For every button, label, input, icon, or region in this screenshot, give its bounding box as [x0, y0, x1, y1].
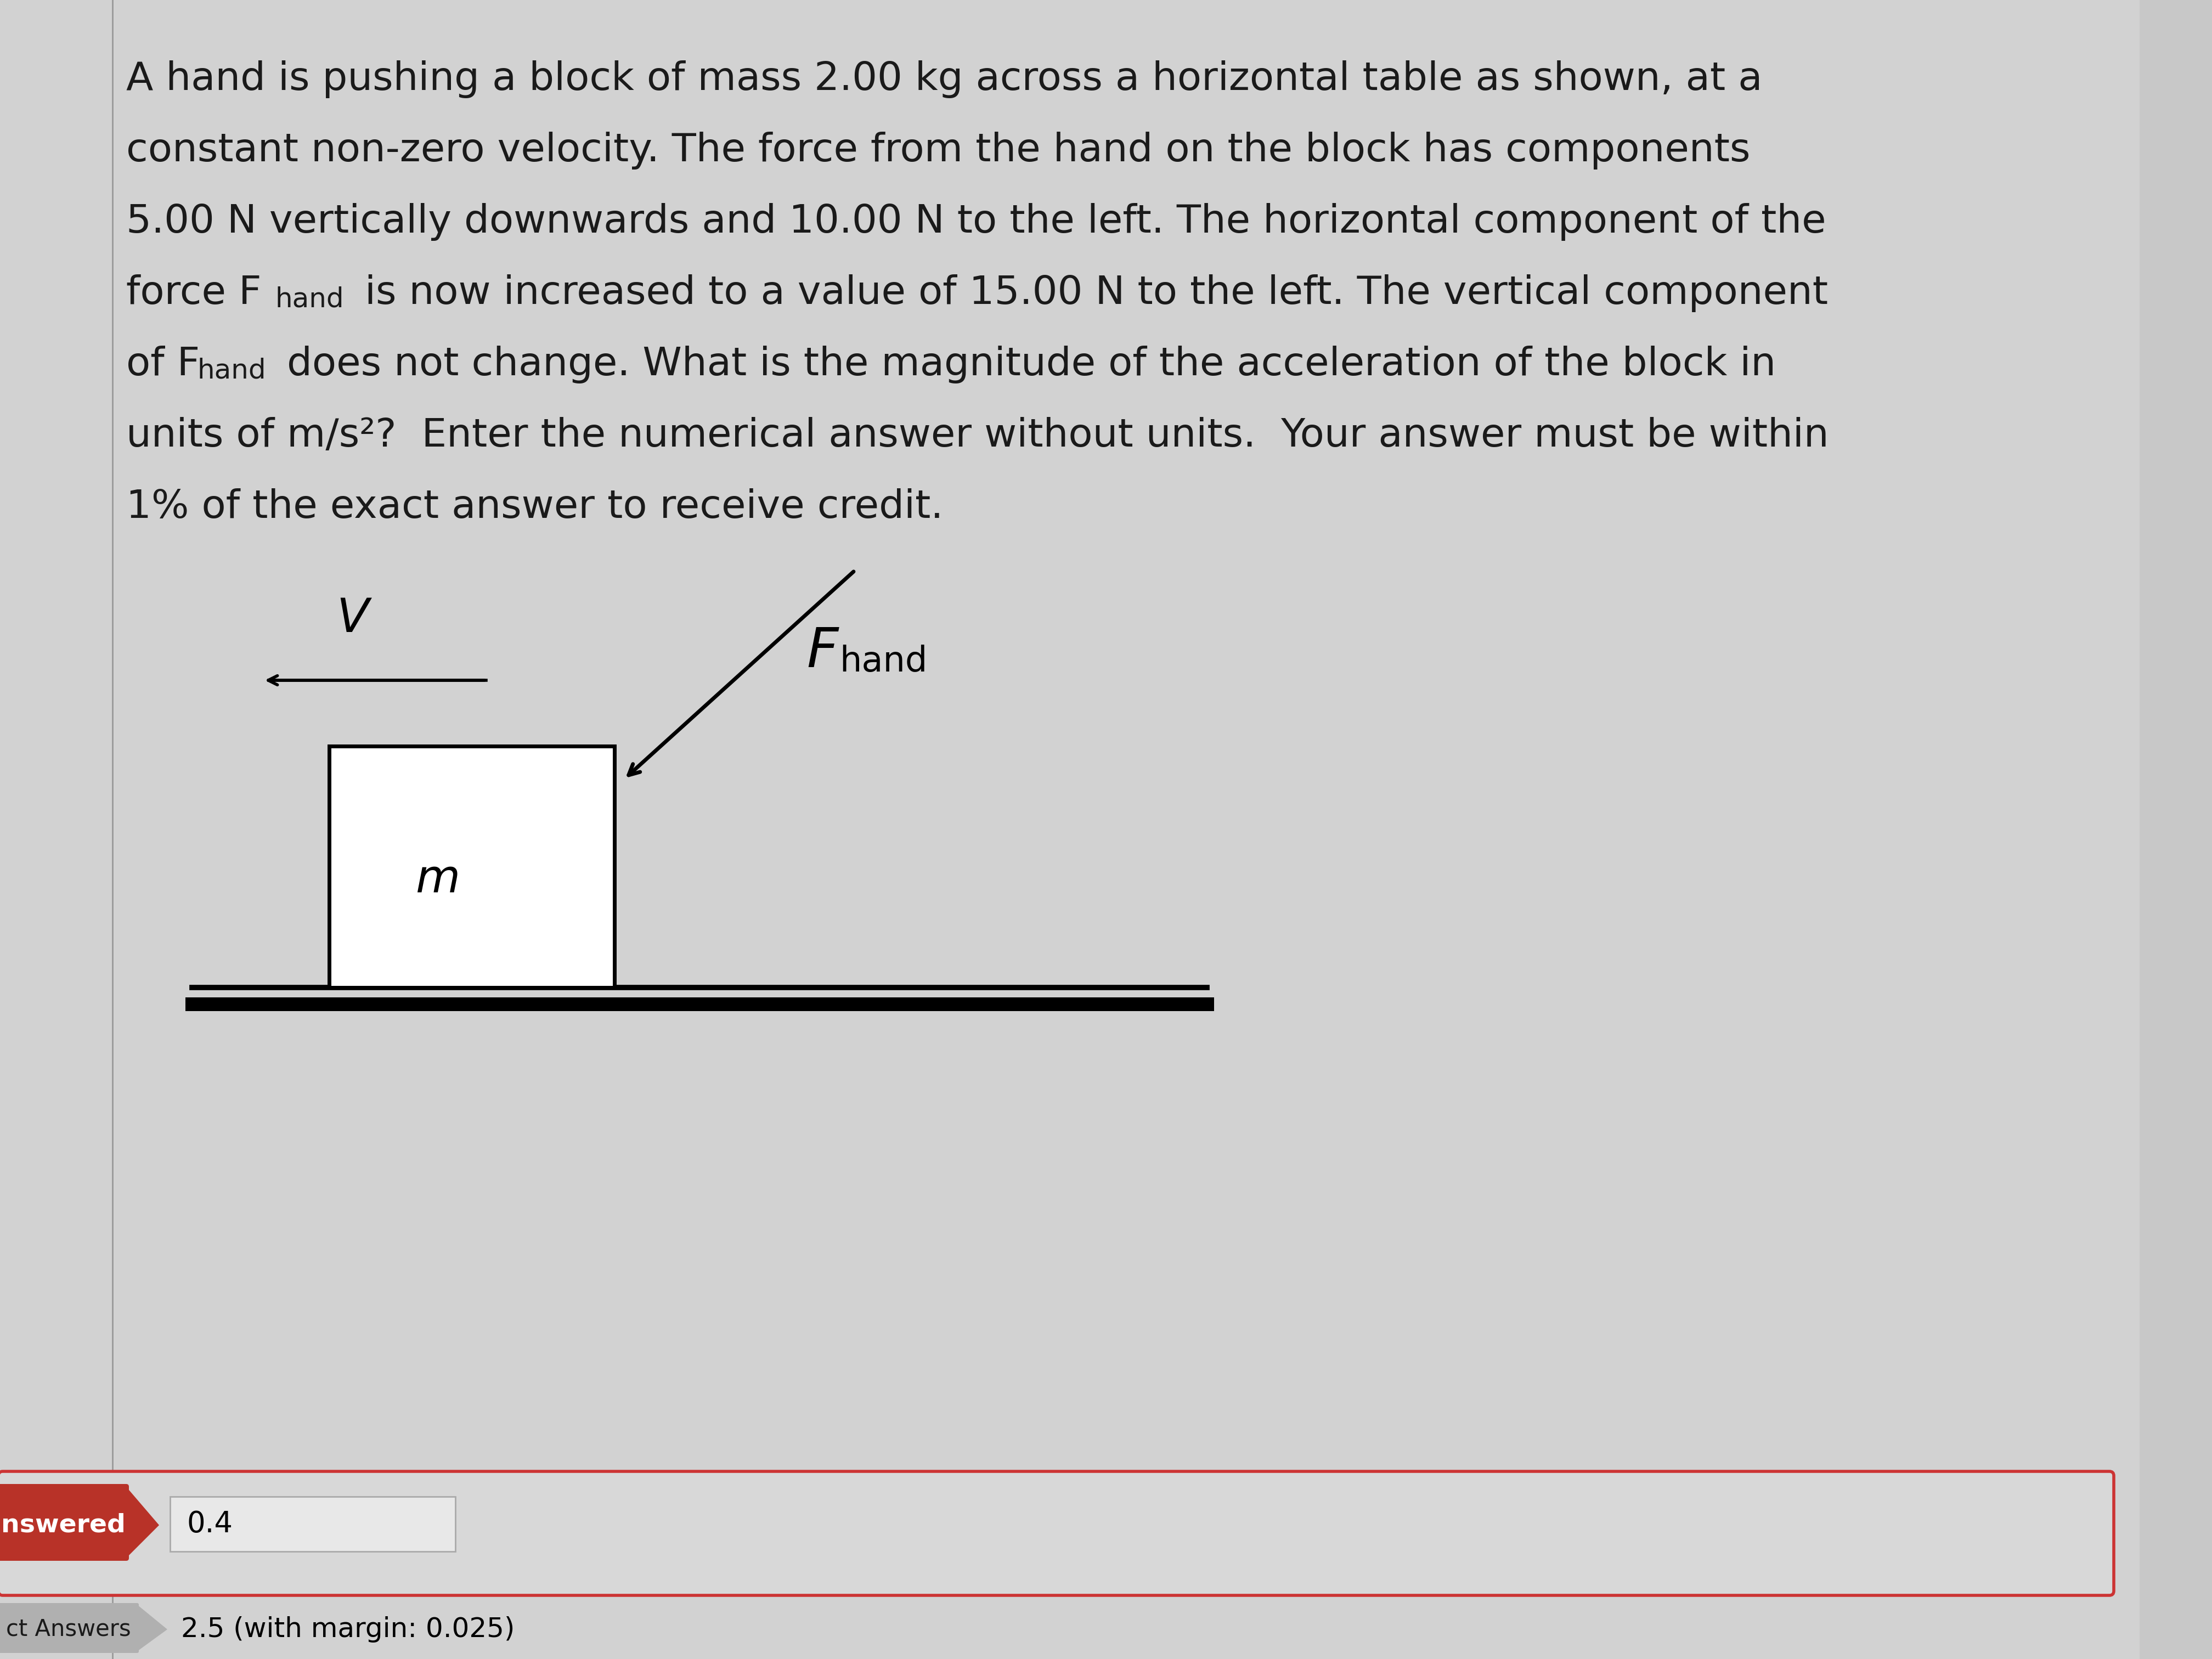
FancyBboxPatch shape	[0, 1485, 128, 1561]
Bar	[170, 1496, 456, 1551]
Text: F: F	[807, 625, 838, 679]
Text: hand: hand	[276, 287, 345, 312]
Polygon shape	[137, 1604, 168, 1651]
Text: hand: hand	[838, 645, 927, 679]
Polygon shape	[126, 1486, 159, 1558]
Text: m: m	[416, 856, 460, 901]
Text: 0.4: 0.4	[186, 1510, 232, 1538]
Text: force F: force F	[126, 274, 261, 312]
Text: of F: of F	[126, 345, 199, 383]
Text: ct Answers: ct Answers	[7, 1618, 131, 1641]
Text: does not change. What is the magnitude of the acceleration of the block in: does not change. What is the magnitude o…	[274, 345, 1776, 383]
Text: is now increased to a value of 15.00 N to the left. The vertical component: is now increased to a value of 15.00 N t…	[352, 274, 1827, 312]
FancyBboxPatch shape	[0, 1472, 2115, 1596]
Text: 2.5 (with margin: 0.025): 2.5 (with margin: 0.025)	[181, 1616, 515, 1642]
Text: 1% of the exact answer to receive credit.: 1% of the exact answer to receive credit…	[126, 488, 942, 526]
FancyBboxPatch shape	[0, 1603, 139, 1652]
Text: hand: hand	[197, 358, 265, 383]
Text: V: V	[336, 596, 369, 642]
Text: constant non-zero velocity. The force from the hand on the block has components: constant non-zero velocity. The force fr…	[126, 131, 1750, 169]
Text: units of m/s²?  Enter the numerical answer without units.  Your answer must be w: units of m/s²? Enter the numerical answe…	[126, 416, 1829, 455]
Text: 5.00 N vertically downwards and 10.00 N to the left. The horizontal component of: 5.00 N vertically downwards and 10.00 N …	[126, 202, 1827, 241]
Bar	[330, 747, 615, 987]
Text: A hand is pushing a block of mass 2.00 kg across a horizontal table as shown, at: A hand is pushing a block of mass 2.00 k…	[126, 60, 1763, 98]
Text: nswered: nswered	[0, 1513, 126, 1538]
